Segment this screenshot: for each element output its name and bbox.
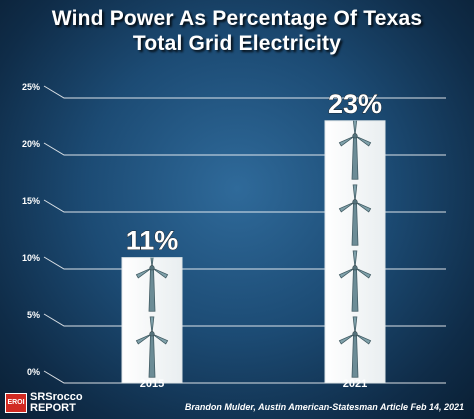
srsrocco-report-logo: EROI SRSrocco REPORT — [5, 391, 97, 415]
gridline — [43, 199, 446, 213]
logo-text-top: SRSrocco — [30, 391, 83, 403]
y-tick-label: 15% — [22, 196, 40, 206]
gridline — [43, 256, 446, 270]
chart-title: Wind Power As Percentage Of Texas — [51, 7, 423, 30]
data-label: 23% — [328, 89, 382, 119]
logo-text-bottom: REPORT — [30, 402, 76, 414]
gridline — [43, 370, 446, 384]
y-tick-label: 25% — [22, 82, 40, 92]
y-tick-label: 10% — [22, 253, 40, 263]
source-note: Brandon Mulder, Austin American-Statesma… — [184, 402, 464, 412]
data-label: 11% — [126, 226, 179, 256]
y-tick-label: 20% — [22, 139, 40, 149]
y-tick-label: 0% — [27, 367, 40, 377]
x-tick-label: 2015 — [140, 378, 164, 390]
y-tick-label: 5% — [27, 310, 40, 320]
gridline — [43, 85, 446, 99]
gridline — [43, 142, 446, 156]
gridline — [43, 313, 446, 327]
chart-subtitle: Total Grid Electricity — [132, 32, 342, 55]
eroi-logo-mark: EROI — [5, 393, 27, 413]
x-tick-label: 2021 — [343, 378, 367, 390]
